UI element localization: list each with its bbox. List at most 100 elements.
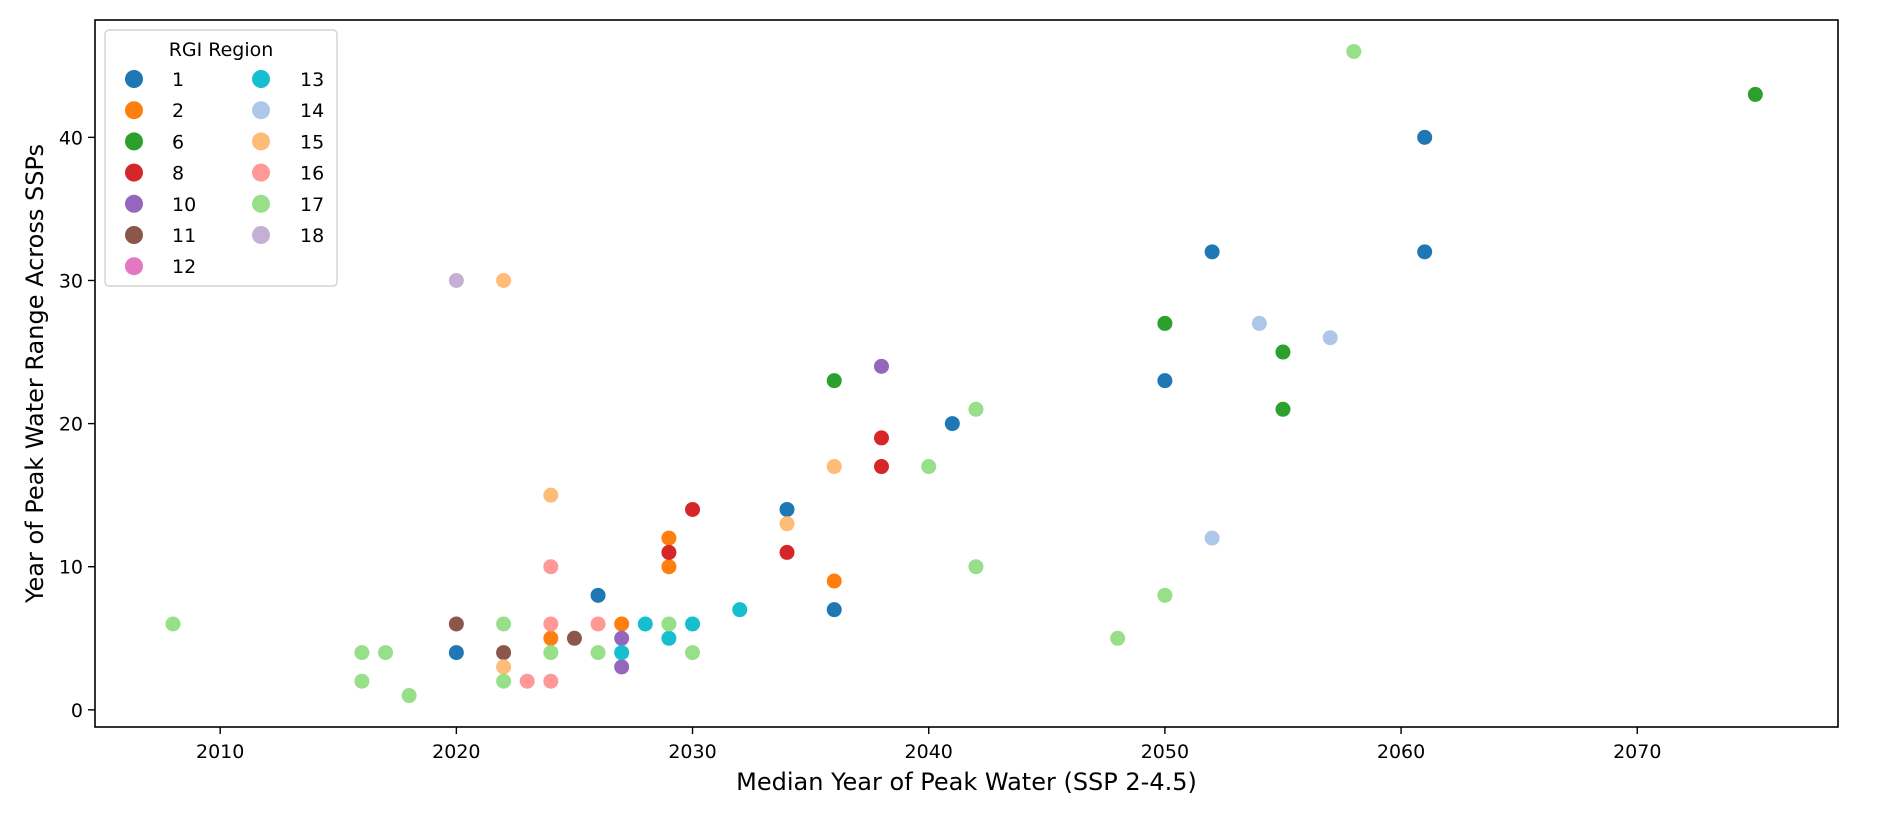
point-region-6-2 xyxy=(1275,344,1291,360)
point-region-17-13 xyxy=(968,559,984,575)
legend-label-region-6: 6 xyxy=(172,131,184,153)
points-layer xyxy=(165,43,1763,704)
point-region-8-2 xyxy=(779,544,795,560)
point-region-15-2 xyxy=(543,487,559,503)
legend-label-region-10: 10 xyxy=(172,194,196,216)
point-region-17-9 xyxy=(661,616,677,632)
point-region-8-0 xyxy=(661,544,677,560)
legend-marker-region-18 xyxy=(252,226,270,244)
point-region-1-7 xyxy=(1417,129,1433,145)
point-region-14-1 xyxy=(1251,315,1267,331)
point-region-15-3 xyxy=(779,516,795,532)
point-region-16-0 xyxy=(519,673,535,689)
point-region-2-1 xyxy=(614,616,630,632)
point-region-8-3 xyxy=(873,430,889,446)
point-region-17-14 xyxy=(1110,630,1126,646)
point-region-1-6 xyxy=(1204,244,1220,260)
point-region-13-3 xyxy=(685,616,701,632)
point-region-2-4 xyxy=(826,573,842,589)
point-region-14-0 xyxy=(1204,530,1220,546)
legend-marker-region-13 xyxy=(252,70,270,88)
point-region-10-0 xyxy=(614,630,630,646)
x-axis-label: Median Year of Peak Water (SSP 2-4.5) xyxy=(736,768,1197,796)
point-region-17-12 xyxy=(968,401,984,417)
point-region-18-0 xyxy=(448,272,464,288)
legend-marker-region-16 xyxy=(252,163,270,182)
point-region-15-0 xyxy=(496,272,512,288)
point-region-16-4 xyxy=(590,616,606,632)
x-axis-ticks: 2010 2020 2030 2040 2050 2060 2070 xyxy=(196,727,1661,763)
point-region-17-3 xyxy=(378,645,393,661)
x-tick-label: 2020 xyxy=(432,741,480,763)
point-region-1-4 xyxy=(944,416,960,432)
legend-label-region-17: 17 xyxy=(300,194,324,216)
legend-label-region-13: 13 xyxy=(300,69,324,91)
x-tick-label: 2060 xyxy=(1377,741,1425,763)
x-tick-label: 2070 xyxy=(1613,741,1661,763)
legend-label-region-18: 18 xyxy=(300,225,324,247)
point-region-2-2 xyxy=(661,530,677,546)
legend-label-region-12: 12 xyxy=(172,256,196,278)
point-region-17-0 xyxy=(165,616,181,632)
x-tick-label: 2050 xyxy=(1141,741,1189,763)
x-tick-label: 2030 xyxy=(668,741,716,763)
point-region-16-1 xyxy=(543,559,559,575)
x-tick-label: 2040 xyxy=(905,741,953,763)
legend-marker-region-17 xyxy=(252,194,270,213)
legend-label-region-1: 1 xyxy=(172,69,184,91)
legend-marker-region-6 xyxy=(125,132,143,151)
legend-title: RGI Region xyxy=(169,39,274,61)
point-region-17-1 xyxy=(354,645,370,661)
point-region-6-4 xyxy=(1747,86,1763,102)
point-region-15-4 xyxy=(826,459,842,475)
legend-label-region-8: 8 xyxy=(172,163,184,185)
legend-marker-region-1 xyxy=(125,70,143,88)
point-region-2-0 xyxy=(543,630,559,646)
legend-marker-region-2 xyxy=(125,101,143,120)
point-region-16-3 xyxy=(543,673,559,689)
point-region-8-1 xyxy=(685,501,701,517)
point-region-6-3 xyxy=(1275,401,1291,417)
y-axis-label: Year of Peak Water Range Across SSPs xyxy=(21,144,49,604)
legend-marker-region-14 xyxy=(252,101,270,120)
legend-label-region-15: 15 xyxy=(300,131,324,153)
legend-marker-region-12 xyxy=(125,257,143,276)
point-region-15-1 xyxy=(496,659,512,675)
y-tick-label: 10 xyxy=(59,557,83,579)
point-region-1-0 xyxy=(448,645,464,661)
legend-marker-region-10 xyxy=(125,194,143,213)
point-region-11-1 xyxy=(496,645,512,661)
point-region-6-1 xyxy=(1157,315,1173,331)
legend-label-region-11: 11 xyxy=(172,225,196,247)
y-axis-ticks: 0 10 20 30 40 xyxy=(59,127,95,722)
point-region-11-2 xyxy=(566,630,582,646)
point-region-10-2 xyxy=(873,358,889,374)
legend-box xyxy=(104,29,338,287)
point-region-10-1 xyxy=(614,659,630,675)
legend-label-region-14: 14 xyxy=(300,100,324,122)
point-region-17-11 xyxy=(921,459,937,475)
point-region-1-1 xyxy=(590,587,606,603)
y-tick-label: 30 xyxy=(59,270,83,292)
point-region-1-5 xyxy=(1157,373,1173,389)
point-region-17-5 xyxy=(496,616,512,632)
plot-area-frame xyxy=(94,19,1839,728)
point-region-17-6 xyxy=(496,673,512,689)
point-region-13-2 xyxy=(661,630,677,646)
point-region-17-8 xyxy=(590,645,606,661)
y-tick-label: 40 xyxy=(59,127,83,149)
point-region-1-2 xyxy=(779,501,795,517)
y-tick-label: 20 xyxy=(59,414,83,436)
legend-label-region-16: 16 xyxy=(300,163,324,185)
point-region-17-7 xyxy=(543,645,559,661)
point-region-6-0 xyxy=(826,373,842,389)
point-region-11-0 xyxy=(448,616,464,632)
point-region-13-0 xyxy=(614,645,630,661)
legend-marker-region-11 xyxy=(125,226,143,244)
legend-label-region-2: 2 xyxy=(172,100,184,122)
legend-marker-region-15 xyxy=(252,132,270,151)
